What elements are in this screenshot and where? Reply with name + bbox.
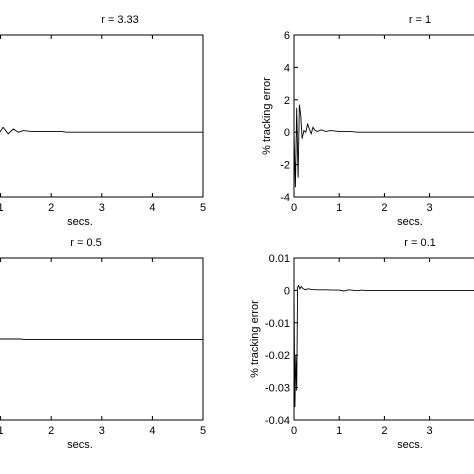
subplot-title: r = 0.1	[404, 237, 436, 249]
x-tick-label: 1	[0, 202, 4, 214]
x-axis-label: secs.	[67, 439, 93, 451]
subplot-2: r = 1 0 1 2 3 secs. -4 -2 0 2 4 6 % tracking error	[261, 14, 474, 228]
plot-frame	[0, 34, 204, 198]
y-tick-label: -0.04	[265, 415, 290, 427]
x-tick-label: 1	[0, 425, 4, 437]
y-axis-label: % tracking error	[261, 77, 273, 155]
y-tick-label: -2	[280, 160, 290, 172]
x-tick-label: 4	[149, 425, 155, 437]
y-tick-label: -0.02	[265, 350, 290, 362]
x-tick-label: 1	[336, 425, 342, 437]
series-line	[293, 284, 474, 408]
y-tick-label: 0.01	[269, 253, 290, 265]
y-tick-label: 0	[284, 285, 290, 297]
y-tick-label: -4	[280, 192, 290, 204]
x-tick-label: 3	[427, 425, 433, 437]
subplot-title: r = 3.33	[101, 14, 139, 26]
y-tick-label: 4	[284, 62, 290, 74]
x-tick-label: 0	[291, 425, 297, 437]
y-tick-label: -0.03	[265, 383, 290, 395]
x-tick-label: 5	[200, 425, 206, 437]
x-tick-label: 5	[200, 202, 206, 214]
subplot-3: r = 0.5 1 2 3 4 5 secs.	[0, 237, 206, 451]
y-tick-label: 6	[284, 30, 290, 42]
x-tick-label: 2	[48, 202, 54, 214]
y-tick-label: 2	[284, 95, 290, 107]
x-axis-label: secs.	[67, 216, 93, 228]
subplot-title: r = 0.5	[70, 237, 102, 249]
series-line	[0, 126, 203, 135]
plot-frame	[293, 257, 474, 421]
x-tick-label: 2	[381, 425, 387, 437]
x-tick-label: 3	[427, 202, 433, 214]
y-tick-label: 0	[284, 127, 290, 139]
series-line	[293, 104, 474, 188]
subplot-1: r = 3.33 1 2 3 4 5 secs.	[0, 14, 206, 228]
x-tick-label: 2	[48, 425, 54, 437]
x-axis-label: secs.	[397, 216, 423, 228]
x-tick-label: 2	[381, 202, 387, 214]
plot-frame	[293, 34, 474, 198]
y-axis-label: % tracking error	[249, 300, 261, 378]
subplot-4: r = 0.1 0 1 2 3 secs. -0.04 -0.03 -0.02 -0.01 0 0.0…	[249, 237, 474, 451]
x-tick-label: 1	[336, 202, 342, 214]
y-tick-label: -0.01	[265, 318, 290, 330]
x-axis-label: secs.	[397, 439, 423, 451]
x-tick-label: 3	[99, 202, 105, 214]
x-tick-label: 4	[149, 202, 155, 214]
x-tick-label: 3	[99, 425, 105, 437]
subplot-title: r = 1	[409, 14, 431, 26]
x-tick-label: 0	[291, 202, 297, 214]
